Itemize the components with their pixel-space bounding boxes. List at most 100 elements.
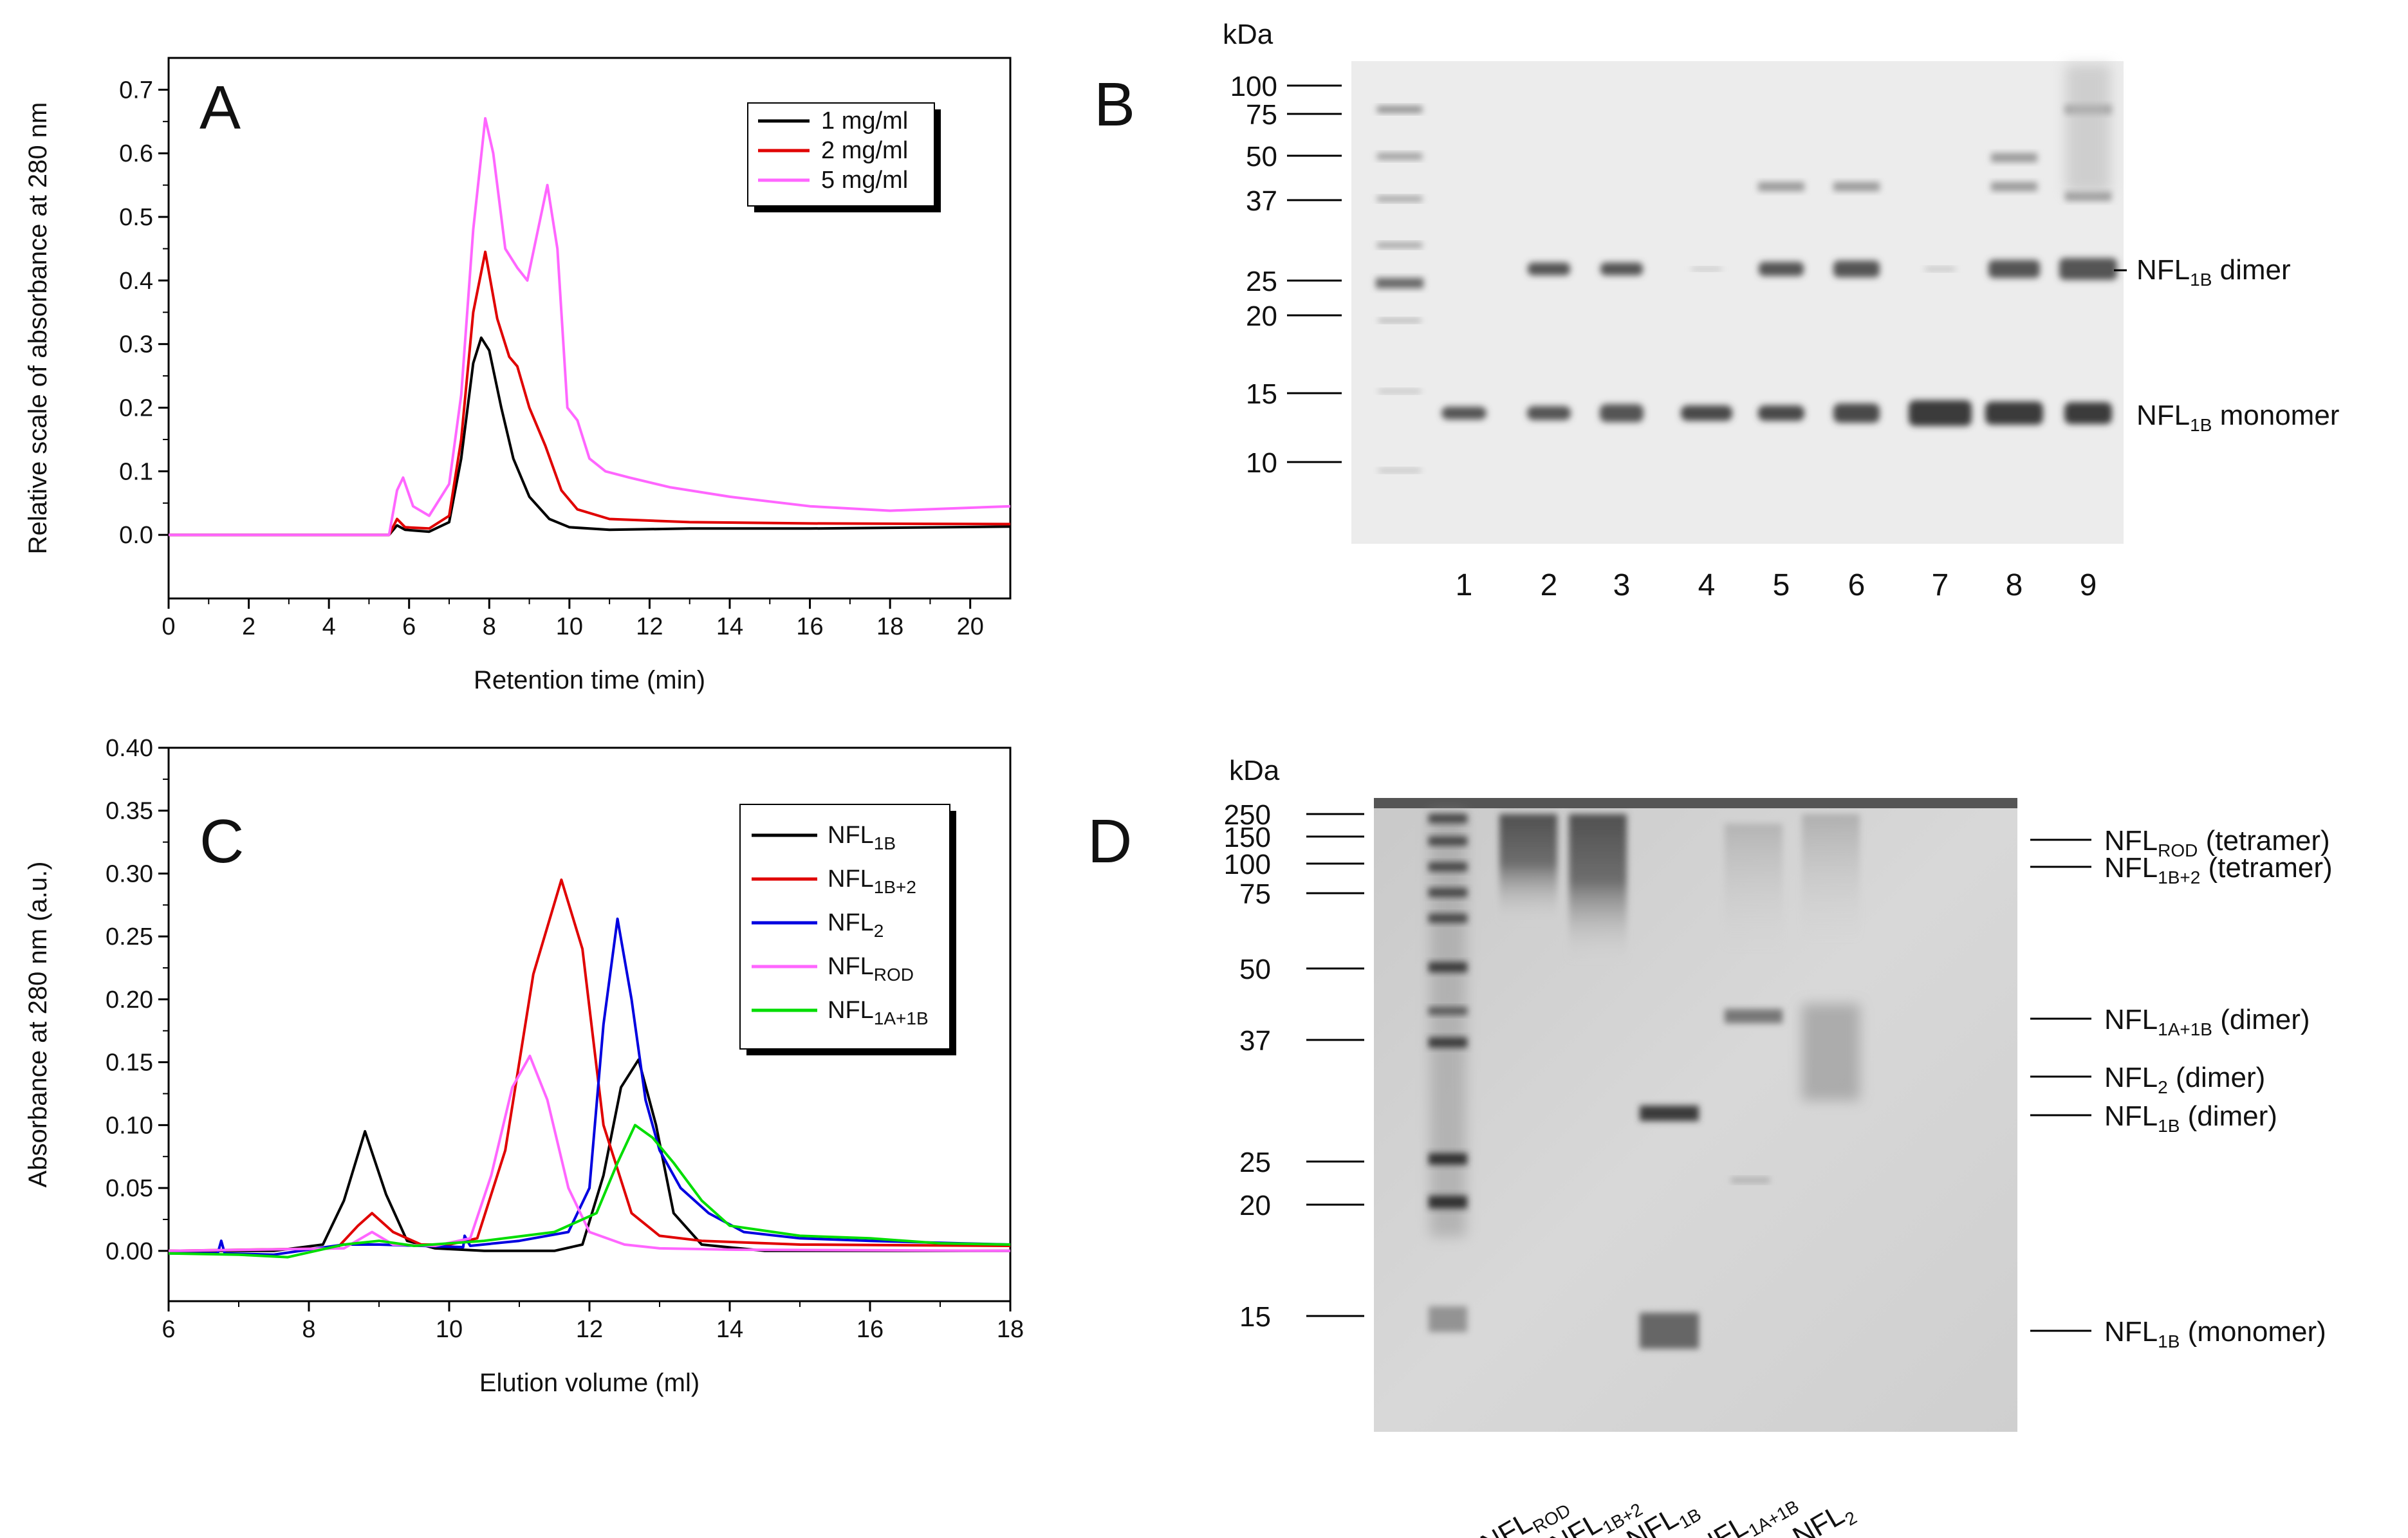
annotation-label: NFL1B (monomer)	[2104, 1316, 2326, 1351]
marker-label: 25	[1246, 266, 1277, 297]
faint-band	[1991, 153, 2037, 162]
panel-b-kda-label: kDa	[1223, 19, 1273, 50]
lane-number: 6	[1848, 568, 1866, 602]
x-tick-label: 14	[716, 1316, 743, 1343]
panel-d-kda-label: kDa	[1229, 755, 1280, 786]
panel-d-annotations: NFLROD (tetramer)NFL1B+2 (tetramer) NFL1A…	[2030, 825, 2333, 1351]
marker-label: 100	[1224, 849, 1271, 880]
x-tick-label: 0	[162, 613, 175, 640]
lane-label: NFL1A+1B	[1691, 1496, 1802, 1538]
faint-band	[1991, 182, 2037, 191]
panel-d-label: D	[1088, 807, 1132, 876]
y-tick-label: 0.15	[106, 1050, 153, 1077]
lane-number: 8	[2006, 568, 2023, 602]
y-tick-label: 0.7	[119, 77, 153, 104]
gel-b	[1351, 61, 2124, 544]
series-line	[168, 878, 1011, 1252]
dimer-band	[1600, 263, 1643, 275]
x-tick-label: 16	[857, 1316, 884, 1343]
annotation-label: NFL1B (dimer)	[2104, 1100, 2277, 1136]
series-line	[168, 1054, 1011, 1252]
x-tick-label: 8	[302, 1316, 315, 1343]
panel-a-y-axis-label: Relative scale of absorbance at 280 nm	[24, 102, 52, 555]
lane-number: 5	[1773, 568, 1790, 602]
faint-band	[1758, 182, 1804, 191]
marker-label: 15	[1239, 1301, 1271, 1333]
lane-number: 4	[1698, 568, 1716, 602]
x-tick-label: 16	[796, 613, 823, 640]
dimer-band	[2059, 258, 2117, 280]
annotation-label: NFL2 (dimer)	[2104, 1062, 2265, 1097]
monomer-band	[1833, 403, 1880, 423]
panel-b-lane-numbers: 1 2 3 4 5 6 7 8 9	[1456, 568, 2097, 602]
panel-c-legend: NFL1B NFL1B+2 NFL2 NFLROD NFL1A+1B	[739, 804, 956, 1055]
panel-a-label: A	[199, 73, 241, 142]
legend-label: NFLROD	[828, 953, 914, 985]
dimer-band	[1988, 260, 2040, 278]
monomer-band	[1985, 402, 2043, 425]
lane-number: 3	[1613, 568, 1631, 602]
marker-label: 250	[1224, 799, 1271, 831]
y-tick-label: 0.3	[119, 331, 153, 358]
marker-label: 37	[1239, 1025, 1271, 1057]
marker-label: 75	[1246, 99, 1277, 131]
x-tick-label: 12	[636, 613, 663, 640]
x-tick-label: 10	[436, 1316, 463, 1343]
y-tick-label: 0.6	[119, 140, 153, 167]
marker-label: 25	[1239, 1147, 1271, 1178]
marker-label: 15	[1246, 378, 1277, 410]
legend-label: 1 mg/ml	[821, 107, 908, 134]
marker-label: 50	[1246, 141, 1277, 172]
faint-band	[2065, 192, 2111, 201]
faint-band	[1833, 182, 1880, 191]
y-tick-label: 0.30	[106, 860, 153, 887]
x-tick-label: 18	[876, 613, 903, 640]
x-tick-label: 20	[957, 613, 984, 640]
gel-b-ladder	[1376, 106, 1423, 472]
legend-label: NFL1B	[828, 822, 896, 853]
monomer-band	[1909, 400, 1972, 426]
y-tick-label: 0.35	[106, 798, 153, 825]
y-tick-label: 0.20	[106, 987, 153, 1014]
lane-9-smear	[2066, 64, 2111, 193]
annotation-nfl1b-monomer: NFL1B monomer	[2136, 400, 2339, 435]
gel-d-bands	[1499, 814, 1860, 1349]
panel-c-x-axis-label: Elution volume (ml)	[479, 1369, 699, 1397]
x-tick-label: 8	[483, 613, 496, 640]
panel-a-x-axis: 0 2 4 6 8 10 12 14 16 18 20	[162, 598, 984, 640]
marker-label: 10	[1246, 447, 1277, 479]
panel-c-series	[168, 878, 1011, 1259]
panel-a-legend: 1 mg/ml 2 mg/ml 5 mg/ml	[747, 102, 941, 212]
monomer-band	[1600, 404, 1644, 422]
y-tick-label: 0.4	[119, 268, 153, 295]
monomer-band	[2064, 402, 2112, 424]
marker-label: 75	[1239, 878, 1271, 910]
panel-b-label: B	[1094, 70, 1135, 139]
lane-number: 2	[1541, 568, 1558, 602]
panel-a-series	[169, 116, 1011, 537]
x-tick-label: 18	[997, 1316, 1024, 1343]
marker-label: 37	[1246, 185, 1277, 217]
dimer-band	[1528, 263, 1570, 275]
legend-label: 2 mg/ml	[821, 137, 908, 164]
y-tick-label: 0.1	[119, 458, 153, 485]
annotation-nfl1b-dimer: NFL1B dimer	[2136, 254, 2291, 290]
y-tick-label: 0.10	[106, 1112, 153, 1139]
monomer-band	[1758, 405, 1804, 421]
lane-number: 1	[1456, 568, 1473, 602]
lane-label-text: NFL2	[1788, 1494, 1860, 1538]
marker-label: 50	[1239, 954, 1271, 985]
series-line	[169, 336, 1011, 537]
annotation-label: NFL1B+2 (tetramer)	[2104, 852, 2333, 887]
panel-c-y-axis: 0.00 0.05 0.10 0.15 0.20 0.25 0.30 0.35 0.40	[106, 735, 169, 1265]
y-tick-label: 0.40	[106, 735, 153, 762]
panel-a: A 0.0 0.1 0.2 0.3 0.4 0.5 0.6 0.7 0 2 4 6 8 10 12 14 16…	[24, 57, 1012, 694]
annotation-label: NFLROD (tetramer)	[2104, 825, 2330, 860]
annotation-label: NFL1A+1B (dimer)	[2104, 1004, 2310, 1039]
y-tick-label: 0.2	[119, 395, 153, 422]
